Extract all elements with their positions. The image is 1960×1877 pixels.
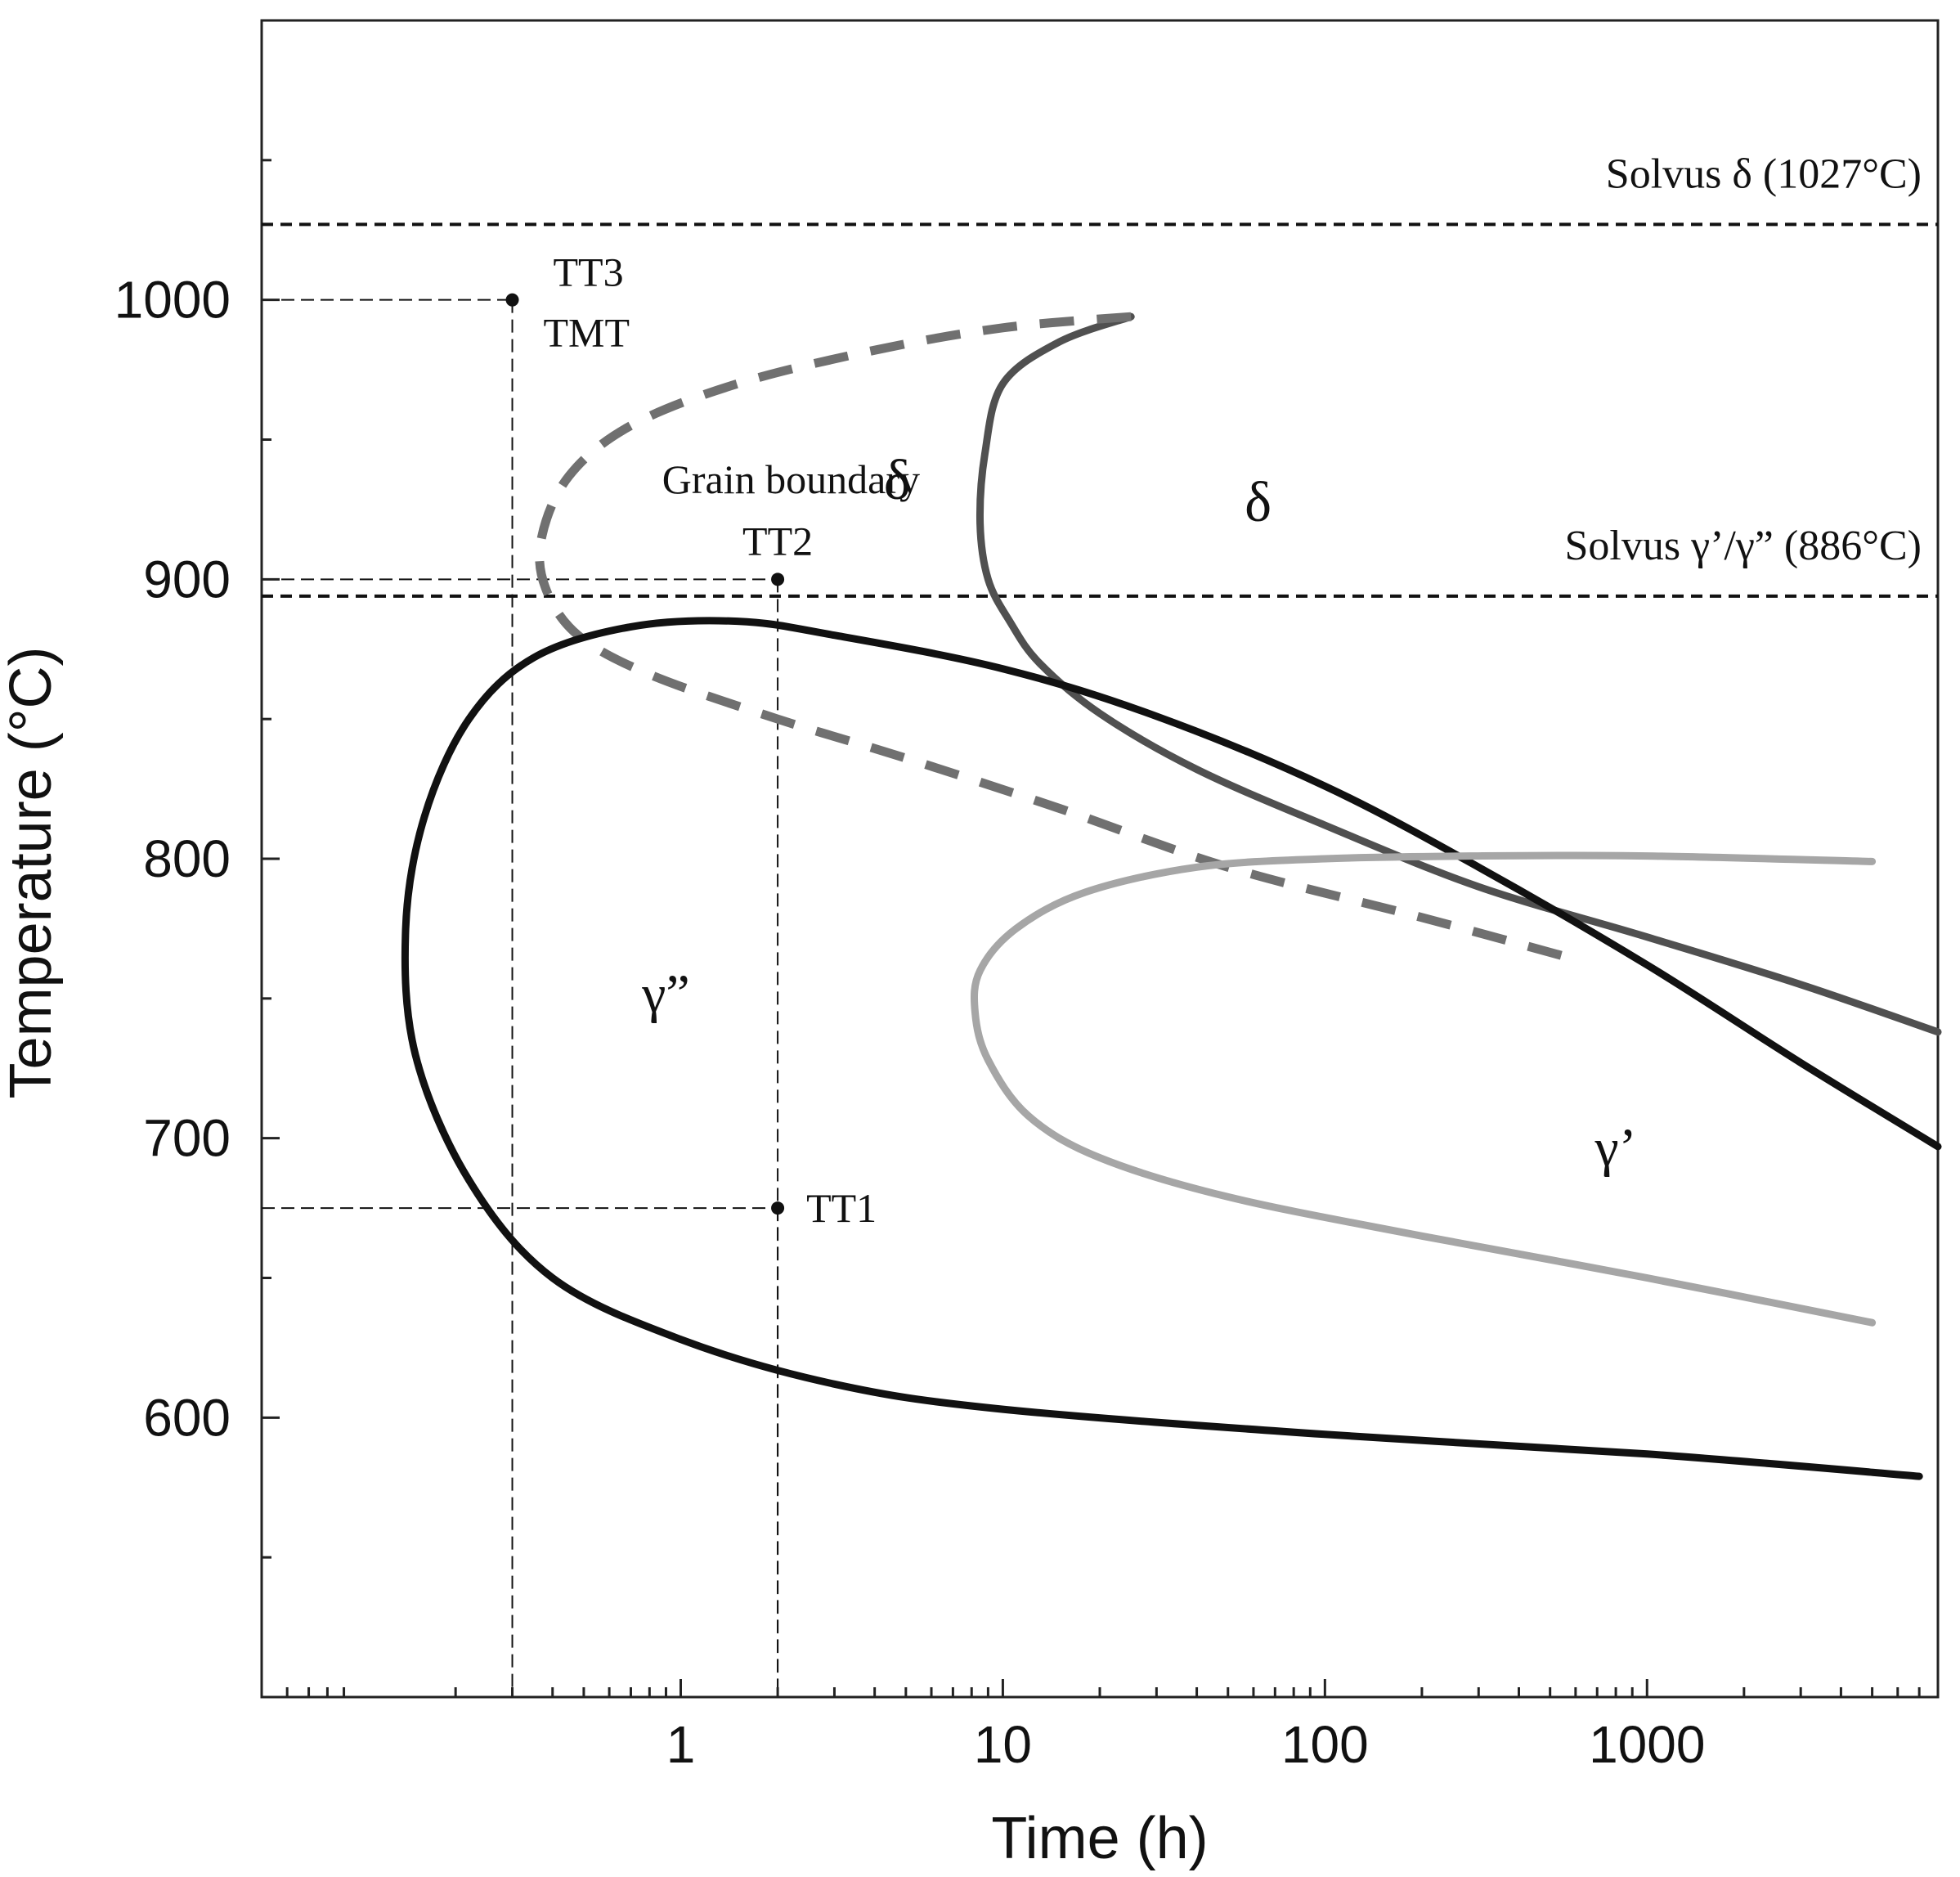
x-tick-label-3: 1000 (1589, 1715, 1705, 1774)
x-tick-label-1: 10 (974, 1715, 1032, 1774)
point-label-0: TT3 (554, 249, 624, 295)
y-axis-label: Temperature (°C) (0, 647, 64, 1099)
region-label-2: δ (1245, 471, 1272, 534)
point-label-2: TT1 (806, 1185, 877, 1231)
solvus-label-1: Solvus γ’/γ” (886°C) (1564, 523, 1922, 569)
point-marker-2 (771, 1201, 785, 1215)
point-marker-1 (771, 573, 785, 586)
point-label-1: TT2 (742, 518, 813, 564)
point-sublabel-0: TMT (544, 310, 630, 356)
reference-lines (262, 222, 1938, 598)
point-marker-0 (505, 293, 519, 307)
axis-ticks: 600 700 800 900 1000 1 10 100 1000 (114, 159, 1940, 1774)
x-axis-label: Time (h) (991, 1806, 1208, 1871)
solvus-label-0: Solvus δ (1027°C) (1606, 150, 1922, 197)
y-tick-label-0: 600 (143, 1388, 231, 1447)
y-tick-label-2: 800 (143, 829, 231, 888)
point-markers (505, 293, 785, 1215)
chart-labels: Solvus δ (1027°C) Solvus γ’/γ” (886°C) TT3… (544, 150, 1922, 1231)
region-label-4: γ’ (1594, 1118, 1637, 1178)
region-label-1: δ (884, 449, 911, 512)
curve-3 (970, 851, 1877, 1327)
x-tick-label-0: 1 (666, 1715, 696, 1774)
region-label-0: Grain boundary (662, 456, 920, 502)
y-tick-label-1: 700 (143, 1109, 231, 1168)
y-tick-label-4: 1000 (114, 271, 231, 330)
x-tick-label-2: 100 (1281, 1715, 1369, 1774)
curve-0 (976, 312, 1942, 1036)
guide-lines (262, 299, 779, 1697)
curve-2 (401, 617, 1942, 1480)
curves (401, 312, 1942, 1480)
y-tick-label-3: 900 (143, 550, 231, 608)
region-label-3: γ” (641, 964, 689, 1024)
